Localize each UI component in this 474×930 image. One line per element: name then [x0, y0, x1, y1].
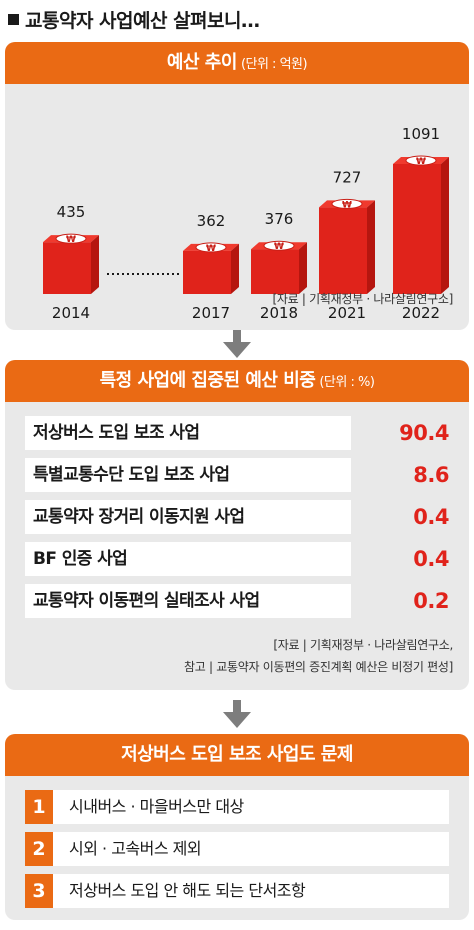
share-row-bar: [25, 584, 351, 618]
share-source: [자료 | 기획재정부 · 나라살림연구소, 참고 | 교통약자 이동편의 증진…: [184, 634, 453, 678]
share-row-bar: [25, 416, 351, 450]
won-symbol-icon: ₩: [416, 157, 426, 167]
money-icon: [263, 240, 295, 251]
budget-trend-panel: 예산 추이 (단위 : 억원) ₩435 2014 ₩362 2017 ₩376 2018 ₩…: [5, 42, 469, 330]
page-title: 교통약자 사업예산 살펴보니…: [8, 6, 260, 33]
issue-item: 1 시내버스 · 마을버스만 대상: [25, 790, 449, 824]
issue-text: 시내버스 · 마을버스만 대상: [69, 797, 244, 816]
down-arrow-icon: [223, 700, 251, 728]
page-title-text: 교통약자 사업예산 살펴보니…: [25, 10, 260, 32]
share-row-label: 교통약자 장거리 이동지원 사업: [33, 507, 245, 527]
money-icon: [405, 155, 437, 166]
share-source-line1: [자료 | 기획재정부 · 나라살림연구소,: [273, 638, 453, 652]
issues-header: 저상버스 도입 보조 사업도 문제: [5, 734, 469, 776]
share-source-line2: 참고 | 교통약자 이동편의 증진계획 예산은 비정기 편성]: [183, 660, 453, 674]
share-row-value: 0.2: [413, 589, 449, 613]
bar-value-label: 1091: [402, 125, 440, 143]
issue-number: 2: [25, 832, 53, 866]
bar-value-label: 376: [265, 210, 294, 228]
share-row: 특별교통수단 도입 보조 사업 8.6: [25, 458, 449, 492]
issue-text: 저상버스 도입 안 해도 되는 단서조항: [69, 881, 306, 900]
share-row-bar: [25, 500, 351, 534]
share-row-value: 0.4: [413, 547, 449, 571]
issues-panel: 저상버스 도입 보조 사업도 문제 1 시내버스 · 마을버스만 대상 2 시외…: [5, 734, 469, 920]
bar-side: [91, 235, 99, 294]
won-symbol-icon: ₩: [66, 235, 76, 245]
x-tick-label: 2021: [328, 304, 366, 322]
bar: [251, 249, 299, 294]
money-icon: [55, 233, 87, 244]
share-row: 교통약자 이동편의 실태조사 사업 0.2: [25, 584, 449, 618]
bar-side: [299, 242, 307, 294]
budget-share-unit: (단위 : %): [319, 375, 375, 390]
won-symbol-icon: ₩: [342, 200, 352, 210]
budget-trend-title: 예산 추이: [166, 52, 238, 73]
budget-share-header: 특정 사업에 집중된 예산 비중 (단위 : %): [5, 360, 469, 402]
money-icon: [331, 198, 363, 209]
won-symbol-icon: ₩: [274, 242, 284, 252]
budget-share-title: 특정 사업에 집중된 예산 비중: [99, 370, 316, 391]
share-row-bar: [25, 542, 351, 576]
share-row-value: 0.4: [413, 505, 449, 529]
bar: [43, 242, 91, 294]
x-tick-label: 2018: [260, 304, 298, 322]
square-bullet-icon: [8, 14, 19, 25]
share-row-label: BF 인증 사업: [33, 549, 128, 569]
issue-number: 1: [25, 790, 53, 824]
budget-source: [자료 | 기획재정부 · 나라살림연구소]: [272, 292, 454, 306]
share-row-value: 90.4: [399, 421, 449, 445]
issue-item: 2 시외 · 고속버스 제외: [25, 832, 449, 866]
x-tick-label: 2014: [52, 304, 90, 322]
bar-side: [231, 243, 239, 294]
won-symbol-icon: ₩: [206, 244, 216, 254]
issue-number: 3: [25, 874, 53, 908]
bar-value-label: 435: [57, 203, 86, 221]
issue-text: 시외 · 고속버스 제외: [69, 839, 202, 858]
bar-side: [367, 200, 375, 294]
share-row-label: 저상버스 도입 보조 사업: [33, 423, 200, 443]
share-row-bar: [25, 458, 351, 492]
budget-trend-unit: (단위 : 억원): [240, 57, 308, 72]
bar-value-label: 727: [333, 168, 362, 186]
share-row: BF 인증 사업 0.4: [25, 542, 449, 576]
share-row: 교통약자 장거리 이동지원 사업 0.4: [25, 500, 449, 534]
x-tick-label: 2022: [402, 304, 440, 322]
money-icon: [195, 242, 227, 253]
budget-trend-header: 예산 추이 (단위 : 억원): [5, 42, 469, 84]
bar-value-label: 362: [197, 212, 226, 230]
budget-share-panel: 특정 사업에 집중된 예산 비중 (단위 : %) 저상버스 도입 보조 사업 9…: [5, 360, 469, 690]
down-arrow-icon: [223, 330, 251, 358]
bar: [319, 207, 367, 294]
issue-item: 3 저상버스 도입 안 해도 되는 단서조항: [25, 874, 449, 908]
share-row-label: 교통약자 이동편의 실태조사 사업: [33, 591, 260, 611]
share-row: 저상버스 도입 보조 사업 90.4: [25, 416, 449, 450]
budget-chart: ₩435 2014 ₩362 2017 ₩376 2018 ₩727 2021 ₩1091 202…: [43, 125, 449, 322]
x-tick-label: 2017: [192, 304, 230, 322]
bar-side: [441, 157, 449, 294]
issues-title: 저상버스 도입 보조 사업도 문제: [121, 744, 353, 765]
bar: [393, 164, 441, 294]
share-row-label: 특별교통수단 도입 보조 사업: [33, 465, 230, 485]
share-row-value: 8.6: [413, 463, 449, 487]
bar: [183, 250, 231, 294]
